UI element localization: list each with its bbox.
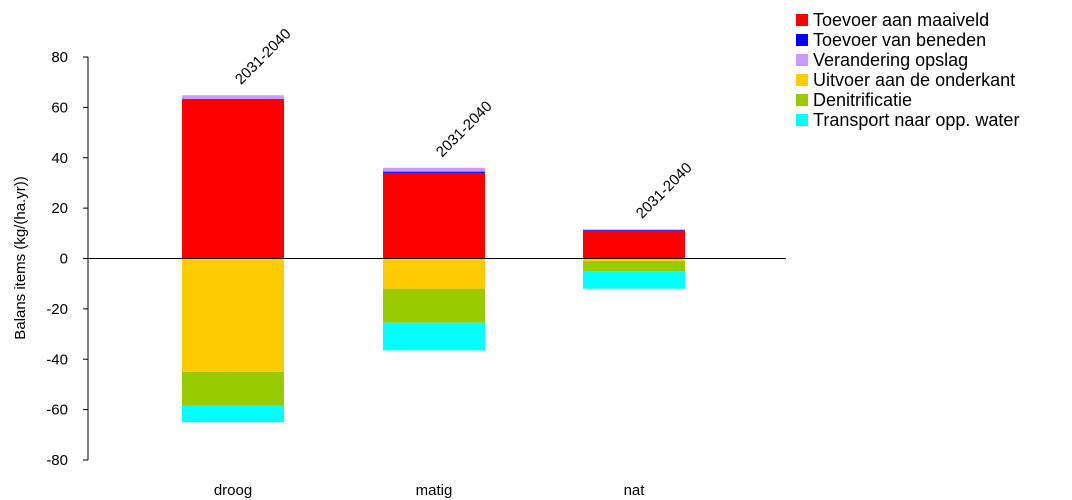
bar-droog-verandering-opslag xyxy=(182,95,284,100)
bar-matig-uitvoer-aan-de-onderkant xyxy=(383,258,485,289)
legend-swatch xyxy=(796,114,808,126)
bar-nat-uitvoer-aan-de-onderkant xyxy=(583,258,685,262)
legend-label: Uitvoer aan de onderkant xyxy=(813,70,1016,90)
legend-label: Toevoer aan maaiveld xyxy=(813,10,990,30)
bar-nat-toevoer-van-beneden xyxy=(583,230,685,231)
bar-droog-toevoer-aan-maaiveld xyxy=(182,99,284,259)
legend-label: Transport naar opp. water xyxy=(813,110,1020,130)
y-tick-label: -60 xyxy=(46,402,68,419)
x-tick-label: droog xyxy=(214,482,252,499)
period-label: 2031-2040 xyxy=(433,98,496,161)
bar-droog-toevoer-van-beneden xyxy=(182,99,284,100)
bar-nat-denitrificatie xyxy=(583,261,685,272)
y-tick-label: 80 xyxy=(51,49,68,66)
bar-droog-transport-naar-opp-water xyxy=(182,405,284,423)
legend-item: Denitrificatie xyxy=(796,90,1019,110)
bar-droog-uitvoer-aan-de-onderkant xyxy=(182,258,284,372)
y-tick-label: 0 xyxy=(60,251,68,268)
bar-nat-toevoer-aan-maaiveld xyxy=(583,230,685,259)
y-tick-label: 40 xyxy=(51,150,68,167)
legend-label: Verandering opslag xyxy=(813,50,969,70)
legend-label: Toevoer van beneden xyxy=(813,30,987,50)
legend-label: Denitrificatie xyxy=(813,90,913,110)
legend-swatch xyxy=(796,34,808,46)
bar-matig-denitrificatie xyxy=(383,288,485,323)
legend-item: Toevoer aan maaiveld xyxy=(796,10,1019,30)
y-tick-label: -20 xyxy=(46,301,68,318)
legend-item: Verandering opslag xyxy=(796,50,1019,70)
bar-matig-verandering-opslag xyxy=(383,167,485,172)
legend-swatch xyxy=(796,54,808,66)
y-tick-label: 20 xyxy=(51,200,68,217)
legend-item: Transport naar opp. water xyxy=(796,110,1019,130)
y-tick-label: -80 xyxy=(46,452,68,469)
legend-swatch xyxy=(796,94,808,106)
y-tick-label: -40 xyxy=(46,351,68,368)
y-tick-label: 60 xyxy=(51,99,68,116)
plot-area: 80 60 40 20 0 -20 -40 -60 -80 droog 2031-2040 matig… xyxy=(46,25,786,499)
legend-item: Uitvoer aan de onderkant xyxy=(796,70,1019,90)
legend: Toevoer aan maaiveld Toevoer van beneden V… xyxy=(796,10,1019,130)
bar-droog-denitrificatie xyxy=(182,371,284,406)
x-tick-label: nat xyxy=(624,482,646,499)
y-axis-title: Balans items (kg/(ha.yr)) xyxy=(12,176,29,339)
period-label: 2031-2040 xyxy=(633,159,696,222)
bar-matig-toevoer-van-beneden xyxy=(383,171,485,173)
legend-swatch xyxy=(796,74,808,86)
x-tick-label: matig xyxy=(416,482,453,499)
bar-nat-verandering-opslag xyxy=(583,229,685,231)
bar-matig-toevoer-aan-maaiveld xyxy=(383,172,485,259)
legend-swatch xyxy=(796,14,808,26)
bar-matig-transport-naar-opp-water xyxy=(383,322,485,351)
period-label: 2031-2040 xyxy=(232,25,295,88)
legend-item: Toevoer van beneden xyxy=(796,30,1019,50)
bar-nat-transport-naar-opp-water xyxy=(583,271,685,289)
